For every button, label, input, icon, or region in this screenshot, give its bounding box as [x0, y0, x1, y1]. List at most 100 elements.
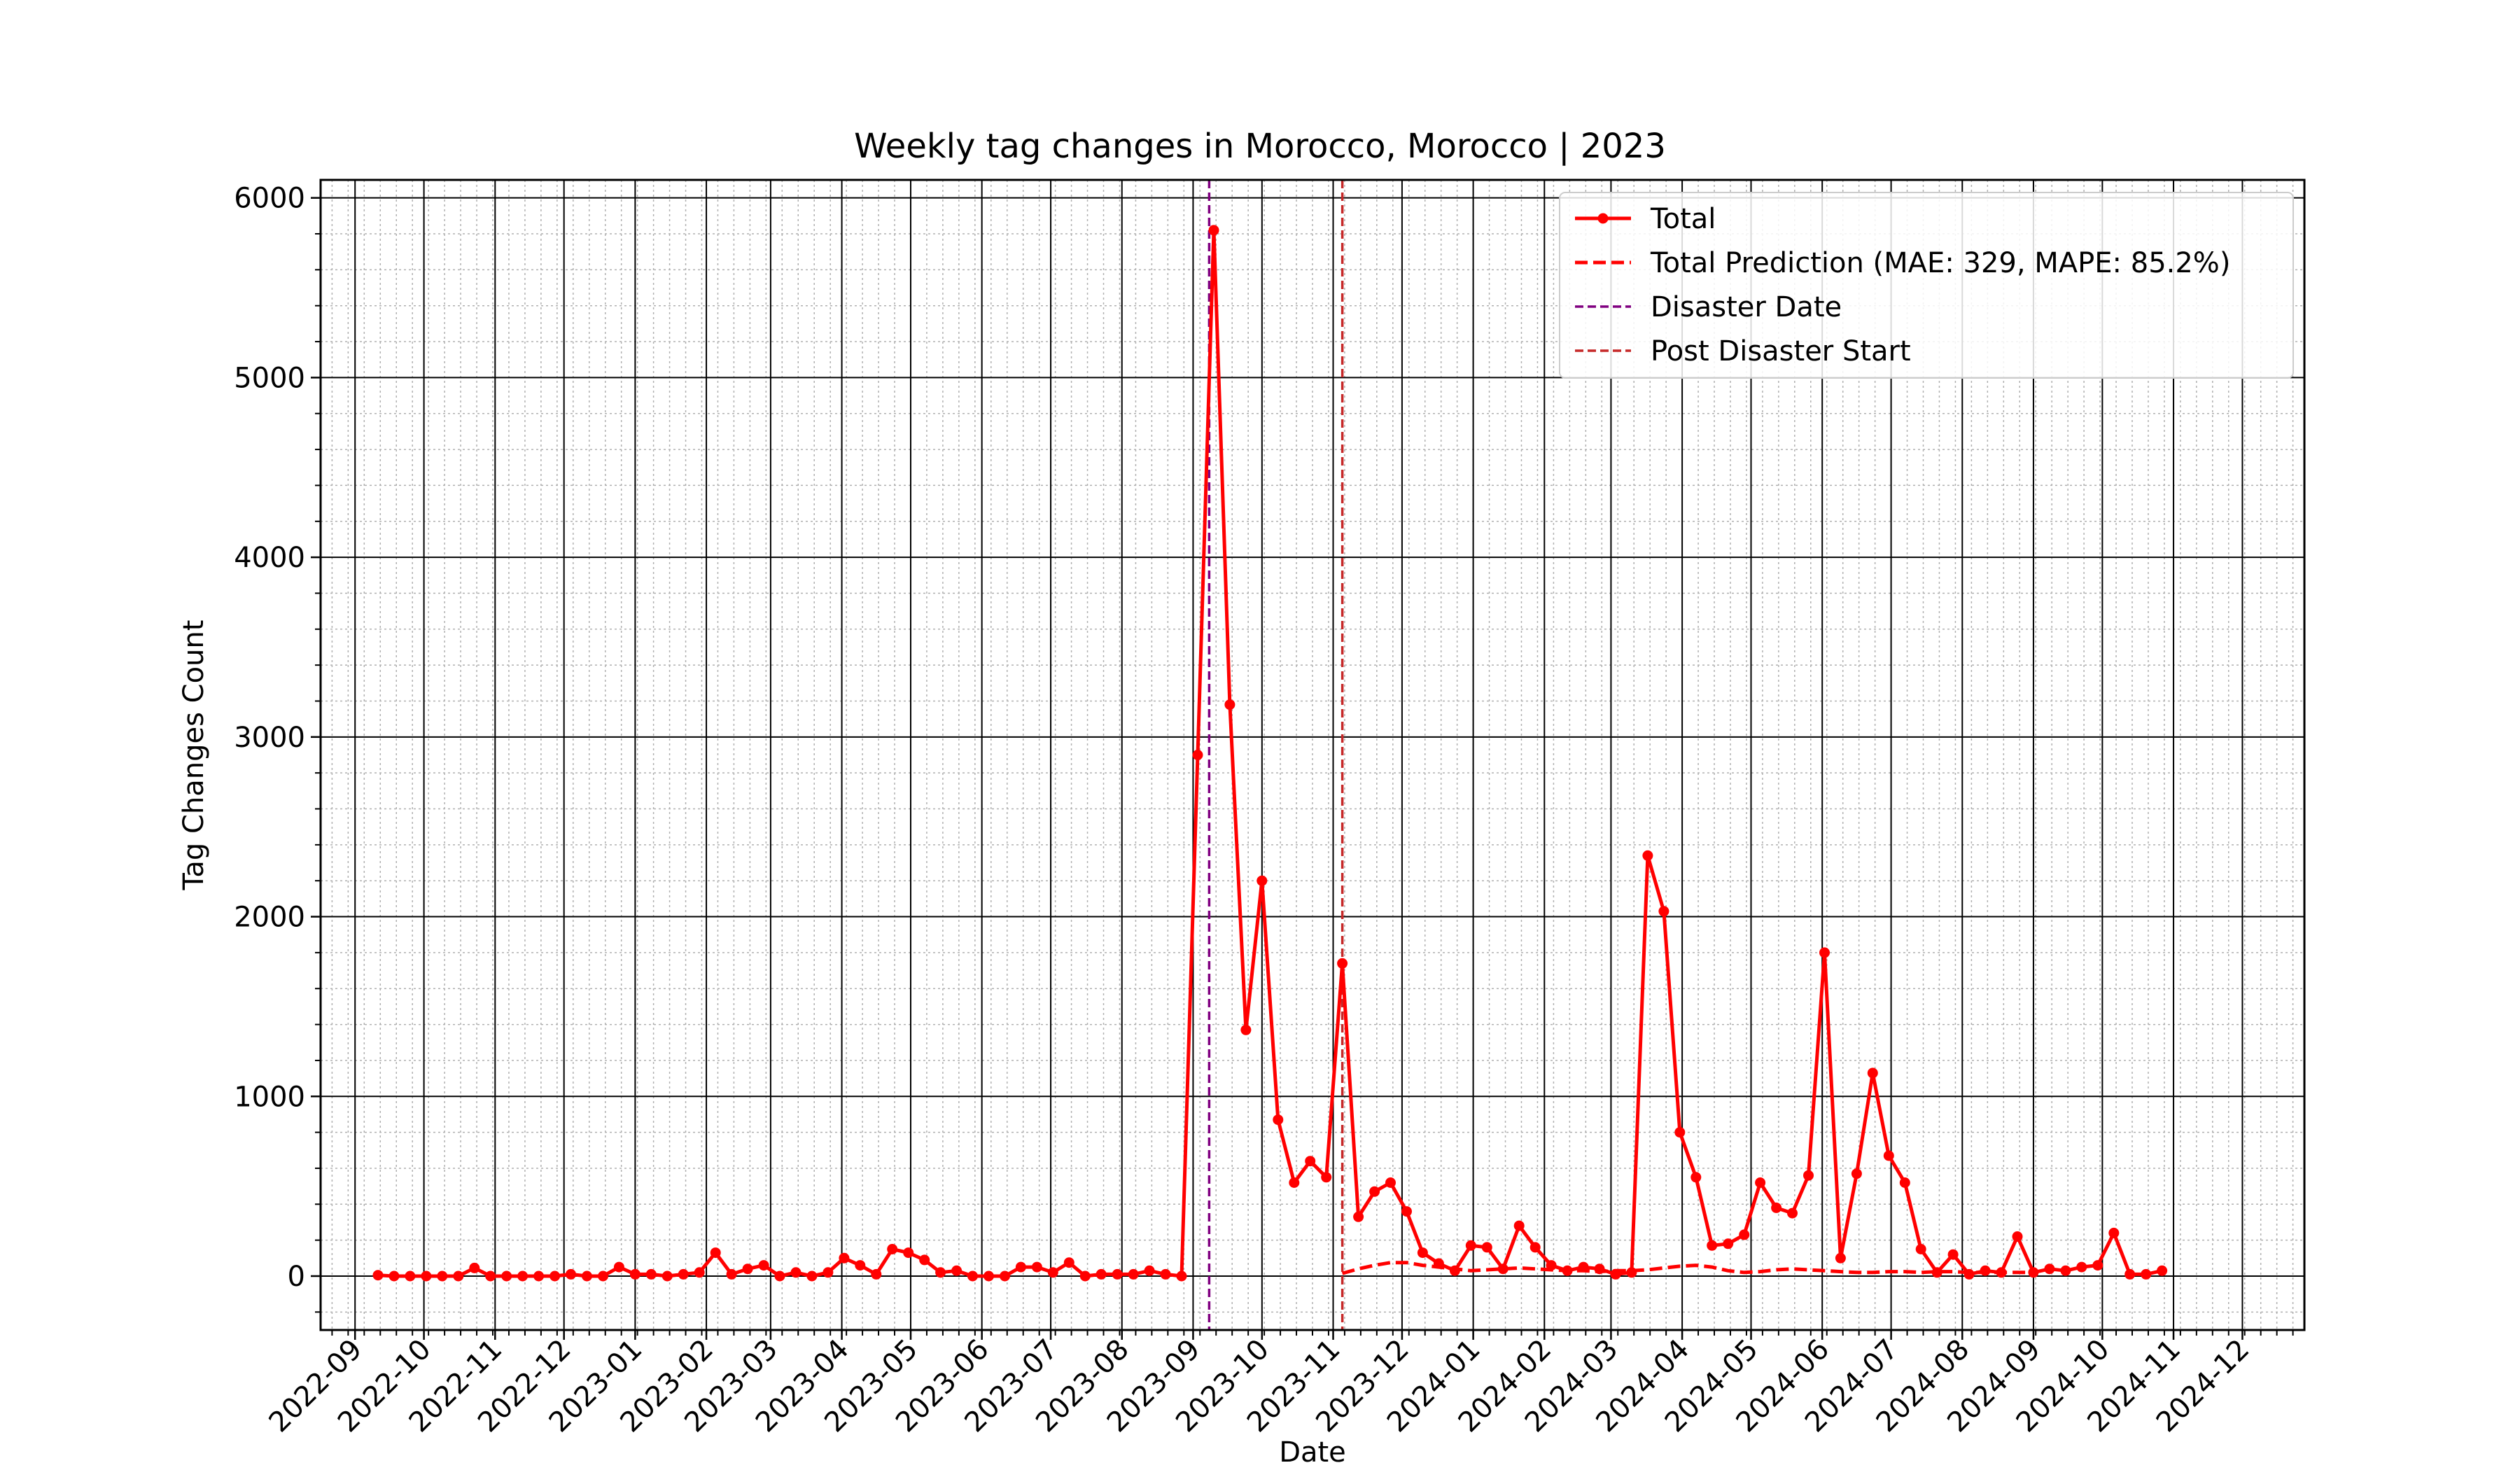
data-point-total — [1690, 1172, 1702, 1183]
data-point-total — [1353, 1211, 1364, 1222]
data-point-total — [1433, 1258, 1444, 1269]
y-tick-label: 5000 — [234, 362, 305, 394]
legend-marker — [1597, 213, 1609, 224]
data-point-total — [983, 1270, 994, 1282]
data-point-total — [678, 1268, 689, 1280]
y-tick-label: 1000 — [234, 1081, 305, 1113]
y-axis: 0 1000 2000 3000 4000 5000 6000 — [234, 183, 321, 1313]
legend-box — [1559, 192, 2294, 379]
data-point-total — [1578, 1261, 1589, 1273]
data-point-total — [1031, 1261, 1042, 1273]
data-point-total — [1144, 1265, 1155, 1276]
y-tick-label: 3000 — [234, 722, 305, 754]
data-point-total — [1385, 1177, 1396, 1188]
data-point-total — [1739, 1229, 1750, 1240]
data-point-total — [2076, 1261, 2087, 1273]
data-point-total — [1273, 1114, 1284, 1126]
data-point-total — [582, 1270, 592, 1282]
data-point-total — [1723, 1238, 1734, 1250]
data-point-total — [1610, 1268, 1621, 1280]
data-point-total — [726, 1268, 737, 1280]
data-point-total — [453, 1270, 464, 1282]
data-point-total — [2141, 1268, 2152, 1280]
data-point-total — [967, 1270, 978, 1282]
data-point-total — [1240, 1024, 1252, 1035]
data-point-total — [839, 1252, 850, 1264]
data-point-total — [1513, 1220, 1525, 1231]
data-point-total — [469, 1262, 480, 1273]
data-point-total — [1047, 1267, 1058, 1278]
data-point-total — [1192, 750, 1203, 760]
y-tick-label: 6000 — [234, 183, 305, 215]
legend-label: Post Disaster Start — [1651, 335, 1911, 368]
data-point-total — [372, 1270, 384, 1281]
data-point-total — [887, 1244, 898, 1254]
data-point-total — [903, 1247, 914, 1259]
data-point-total — [2044, 1264, 2055, 1275]
data-point-total — [1947, 1249, 1959, 1260]
data-point-total — [662, 1270, 673, 1282]
data-point-total — [1594, 1264, 1605, 1275]
data-point-total — [1079, 1270, 1091, 1282]
data-point-total — [1481, 1242, 1492, 1253]
data-point-total — [822, 1267, 834, 1278]
data-point-total — [566, 1268, 576, 1280]
data-point-total — [1755, 1177, 1766, 1188]
data-point-total — [1899, 1177, 1910, 1188]
data-point-total — [1819, 947, 1830, 958]
data-point-total — [1803, 1170, 1814, 1181]
data-point-total — [1449, 1265, 1460, 1276]
data-point-total — [1128, 1268, 1139, 1280]
data-point-total — [613, 1261, 624, 1273]
data-point-total — [1497, 1264, 1508, 1275]
y-tick-label: 0 — [288, 1261, 305, 1293]
x-axis-label: Date — [1279, 1436, 1346, 1469]
data-point-total — [1996, 1267, 2007, 1278]
data-point-total — [1176, 1270, 1187, 1282]
data-point-total — [1256, 875, 1268, 886]
data-point-total — [2157, 1265, 2168, 1276]
data-point-total — [1787, 1208, 1798, 1219]
data-point-total — [1963, 1268, 1975, 1280]
data-point-total — [1546, 1260, 1557, 1271]
data-point-total — [1000, 1270, 1010, 1282]
series-group — [372, 225, 2168, 1282]
chart-title: Weekly tag changes in Morocco, Morocco |… — [854, 127, 1666, 166]
data-point-total — [1305, 1156, 1316, 1167]
data-point-total — [1883, 1150, 1894, 1161]
data-point-total — [517, 1270, 528, 1282]
data-point-total — [2108, 1227, 2120, 1238]
legend-label: Total Prediction (MAE: 329, MAPE: 85.2%) — [1650, 247, 2230, 279]
data-point-total — [1208, 225, 1219, 236]
data-point-total — [533, 1270, 545, 1282]
data-point-total — [1835, 1252, 1846, 1264]
data-point-total — [1915, 1244, 1926, 1254]
data-point-total — [1369, 1186, 1380, 1197]
data-point-total — [405, 1270, 416, 1282]
y-tick-label: 4000 — [234, 542, 305, 574]
data-point-total — [2028, 1267, 2039, 1278]
data-point-total — [1851, 1168, 1862, 1180]
data-point-total — [501, 1270, 512, 1282]
data-point-total — [1707, 1240, 1718, 1251]
data-point-total — [1771, 1202, 1782, 1213]
data-point-total — [855, 1260, 866, 1271]
data-point-total — [1112, 1268, 1123, 1280]
data-point-total — [758, 1260, 769, 1271]
data-point-total — [485, 1270, 496, 1282]
data-point-total — [871, 1268, 882, 1280]
data-point-total — [694, 1267, 705, 1278]
data-point-total — [437, 1270, 448, 1282]
data-point-total — [935, 1267, 946, 1278]
data-point-total — [710, 1247, 721, 1259]
data-point-total — [1530, 1242, 1541, 1253]
data-point-total — [1224, 699, 1236, 710]
y-tick-label: 2000 — [234, 902, 305, 934]
data-point-total — [1160, 1268, 1171, 1280]
data-point-total — [1401, 1206, 1412, 1217]
data-point-total — [806, 1270, 818, 1282]
data-point-total — [645, 1268, 657, 1280]
data-point-total — [1658, 906, 1670, 917]
series-line-total — [377, 228, 2163, 1278]
